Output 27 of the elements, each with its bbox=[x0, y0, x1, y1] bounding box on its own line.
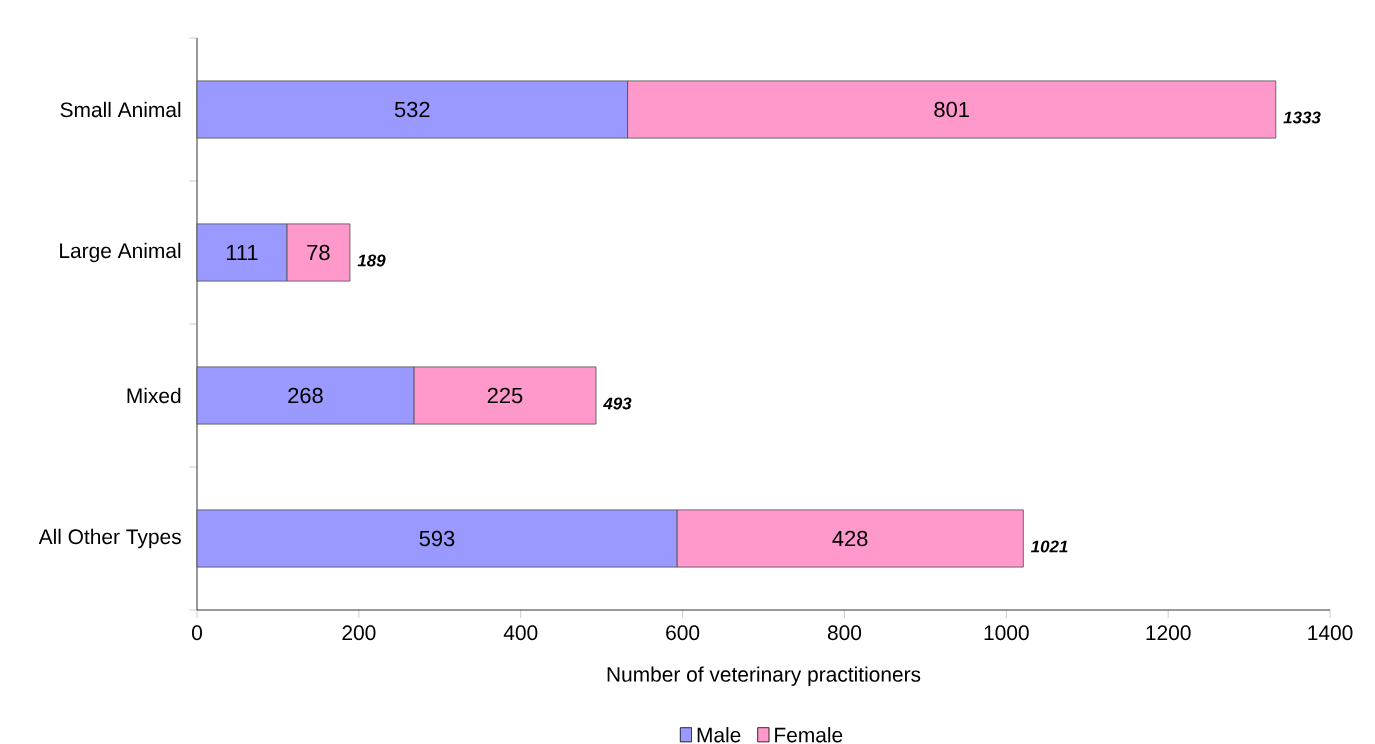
total-label: 493 bbox=[603, 397, 632, 410]
legend-label: Female bbox=[775, 727, 843, 743]
data-label: 801 bbox=[934, 101, 969, 118]
x-tick-label: 1200 bbox=[1146, 625, 1191, 641]
y-tick-label: Mixed bbox=[127, 387, 181, 404]
y-tick-label: Large Animal bbox=[60, 242, 181, 263]
x-tick-label: 400 bbox=[503, 625, 538, 641]
x-axis-title: Number of veterinary practitioners bbox=[607, 666, 921, 686]
x-tick-label: 0 bbox=[192, 625, 202, 641]
data-label: 532 bbox=[394, 101, 430, 118]
data-label: 111 bbox=[226, 244, 258, 261]
y-tick-label: All Other Types bbox=[38, 528, 181, 549]
y-tick-label: Small Animal bbox=[60, 101, 181, 118]
x-tick-label: 1000 bbox=[984, 625, 1029, 641]
data-label: 593 bbox=[419, 530, 455, 547]
data-label: 78 bbox=[307, 244, 330, 261]
total-label: 1021 bbox=[1030, 540, 1068, 553]
data-label: 225 bbox=[487, 387, 523, 404]
legend-label: Male bbox=[697, 727, 741, 743]
x-tick-label: 800 bbox=[827, 625, 862, 641]
total-label: 189 bbox=[357, 254, 386, 267]
data-label: 428 bbox=[832, 530, 868, 547]
x-tick-label: 200 bbox=[342, 625, 376, 641]
x-tick-label: 1400 bbox=[1308, 625, 1353, 641]
x-tick-label: 600 bbox=[666, 625, 700, 641]
data-label: 268 bbox=[288, 387, 323, 404]
total-label: 1333 bbox=[1283, 111, 1321, 124]
